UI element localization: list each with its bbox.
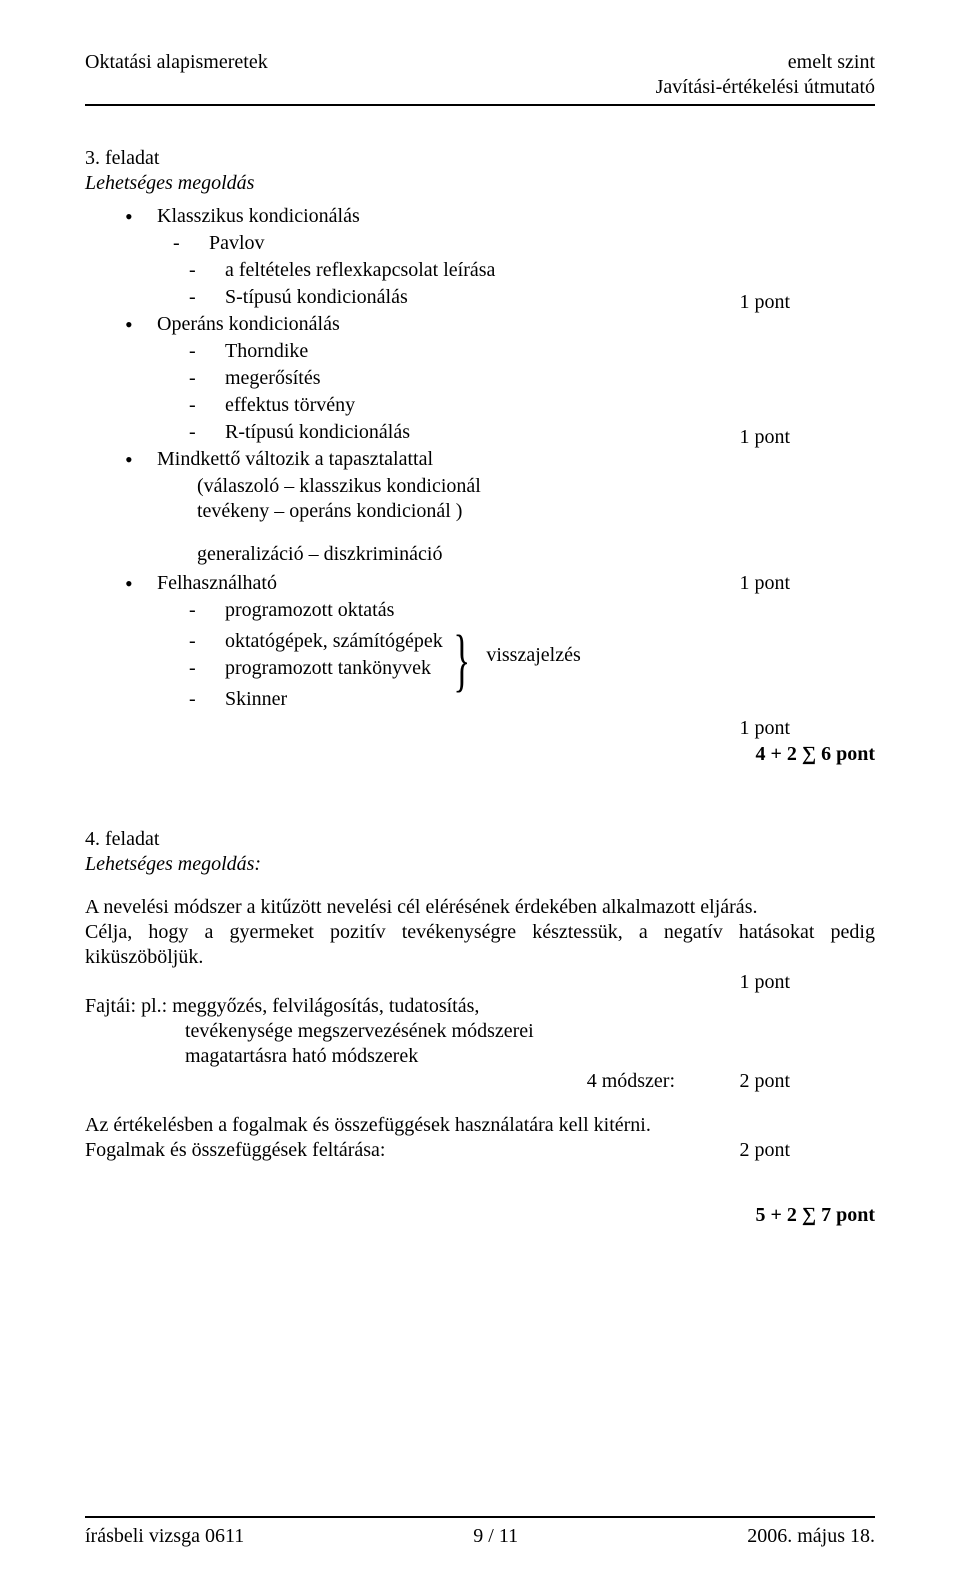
task4-eval2-pts: 2 pont: [739, 1138, 790, 1163]
header-rule: [85, 104, 875, 106]
sub-progtank: programozott tankönyvek: [189, 656, 443, 681]
task4-fajtai-l3: magatartásra ható módszerek: [185, 1044, 875, 1069]
sub-thorndike: Thorndike: [189, 339, 875, 364]
task3-pont4: 1 pont: [739, 716, 790, 741]
task4-para1: A nevelési módszer a kitűzött nevelési c…: [85, 895, 875, 920]
header-right-line2: Javítási-értékelési útmutató: [656, 75, 875, 100]
sub-oktatogepek: oktatógépek, számítógépek: [189, 629, 443, 654]
task4-fajtai-l2: tevékenysége megszervezésének módszerei: [185, 1019, 875, 1044]
task4-eval2: Fogalmak és összefüggések feltárása:: [85, 1139, 385, 1161]
header-right-line1: emelt szint: [656, 50, 875, 75]
task4-modszer-pts: 2 pont: [739, 1069, 790, 1094]
footer-line: írásbeli vizsga 0611 9 / 11 2006. május …: [85, 1524, 875, 1549]
task3-list: Klasszikus kondicionálás Pavlov a feltét…: [125, 204, 875, 712]
task4-pont1: 1 pont: [739, 970, 790, 995]
bullet-klasszikus-text: Klasszikus kondicionálás: [157, 205, 360, 227]
task3-subtitle: Lehetséges megoldás: [85, 171, 875, 196]
task4-sum: 5 + 2 ∑ 7 pont: [85, 1203, 875, 1228]
sub-felteteles: a feltételes reflexkapcsolat leírása: [189, 258, 875, 283]
bullet-felhasznalhato-text: Felhasználható: [157, 572, 277, 594]
sub-megerosites: megerősítés: [189, 366, 875, 391]
footer-center: 9 / 11: [473, 1524, 518, 1549]
task4-title: 4. feladat Lehetséges megoldás:: [85, 827, 875, 877]
curly-bracket-icon: }: [453, 631, 470, 691]
task3-title: 3. feladat Lehetséges megoldás: [85, 146, 875, 196]
mindketto-line2: (válaszoló – klasszikus kondicionál: [197, 474, 875, 499]
sub-effektus: effektus törvény: [189, 393, 875, 418]
header-right: emelt szint Javítási-értékelési útmutató: [656, 50, 875, 100]
page-header: Oktatási alapismeretek emelt szint Javít…: [85, 50, 875, 100]
task3-sum: 4 + 2 ∑ 6 pont: [85, 742, 875, 767]
bullet-mindketto-text: Mindkettő változik a tapasztalattal: [157, 448, 433, 470]
footer-right: 2006. május 18.: [747, 1524, 875, 1549]
task4-para2: Célja, hogy a gyermeket pozitív tevékeny…: [85, 920, 875, 970]
bullet-mindketto: Mindkettő változik a tapasztalattal: [125, 447, 875, 472]
task3-number: 3. feladat: [85, 146, 875, 171]
sub-progokt: programozott oktatás: [189, 598, 875, 623]
sub-pavlov: Pavlov: [173, 231, 875, 256]
task4-modszer-label: 4 módszer:: [587, 1069, 675, 1094]
header-left: Oktatási alapismeretek: [85, 50, 268, 75]
mindketto-line3: tevékeny – operáns kondicionál ): [197, 499, 875, 524]
page: Oktatási alapismeretek emelt szint Javít…: [0, 0, 960, 1589]
sub-skinner: Skinner: [189, 687, 875, 712]
task4-subtitle: Lehetséges megoldás:: [85, 852, 875, 877]
task4-number: 4. feladat: [85, 827, 875, 852]
generalizacio: generalizáció – diszkrimináció: [197, 542, 875, 567]
task4-eval1: Az értékelésben a fogalmak és összefüggé…: [85, 1113, 875, 1138]
page-footer: írásbeli vizsga 0611 9 / 11 2006. május …: [85, 1516, 875, 1549]
visszajelzes: visszajelzés: [486, 643, 580, 668]
footer-left: írásbeli vizsga 0611: [85, 1524, 244, 1549]
footer-rule: [85, 1516, 875, 1518]
bullet-felhasznalhato: Felhasználható programozott oktatás okta…: [125, 571, 875, 712]
task4-fajtai: Fajtái: pl.: meggyőzés, felvilágosítás, …: [85, 994, 875, 1019]
bullet-operans-text: Operáns kondicionálás: [157, 313, 340, 335]
